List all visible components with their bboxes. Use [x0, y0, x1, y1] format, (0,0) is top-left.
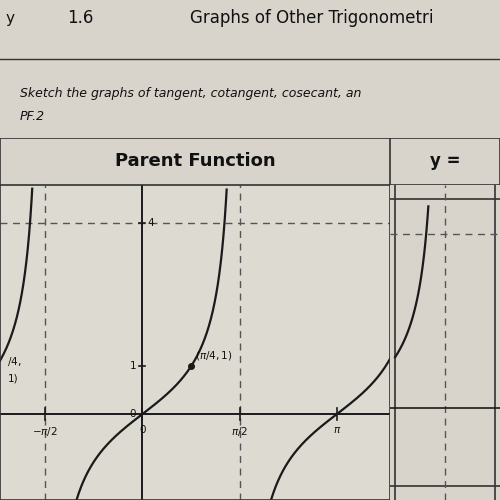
Text: 1.6: 1.6 [67, 9, 93, 27]
Text: 1: 1 [130, 362, 136, 372]
Text: Sketch the graphs of tangent, cotangent, cosecant, an: Sketch the graphs of tangent, cotangent,… [20, 87, 361, 100]
Text: 0: 0 [139, 424, 145, 434]
Text: $\pi$: $\pi$ [332, 424, 341, 434]
Text: Parent Function: Parent Function [114, 152, 276, 170]
Text: $/4,$: $/4,$ [8, 355, 22, 368]
Text: y =: y = [430, 152, 460, 170]
Text: $\pi/2$: $\pi/2$ [231, 424, 248, 438]
Text: Graphs of Other Trigonometri: Graphs of Other Trigonometri [190, 9, 434, 27]
Text: 4: 4 [148, 218, 154, 228]
Text: $-\pi/2$: $-\pi/2$ [32, 424, 58, 438]
Text: $(\pi/4, 1)$: $(\pi/4, 1)$ [194, 348, 232, 362]
Text: 1): 1) [8, 374, 18, 384]
Text: PF.2: PF.2 [20, 110, 45, 123]
Text: y: y [6, 10, 15, 26]
Text: 0: 0 [130, 409, 136, 419]
